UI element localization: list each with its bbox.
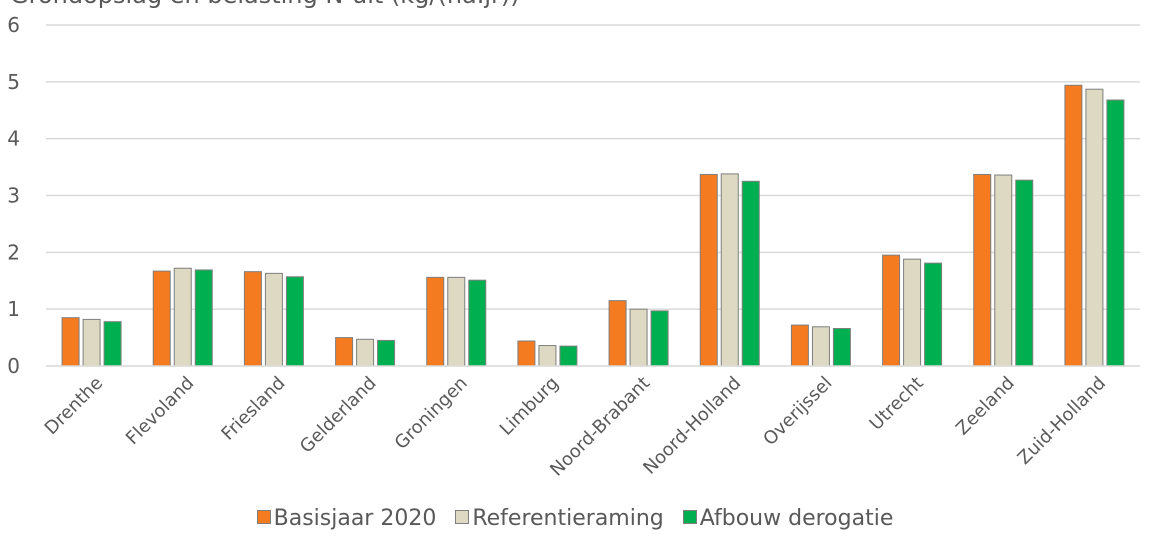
bar xyxy=(973,173,992,367)
bar xyxy=(377,339,396,367)
bar xyxy=(1015,179,1034,367)
legend-item-afbouw-derogatie: Afbouw derogatie xyxy=(682,506,894,531)
bar xyxy=(152,270,171,367)
y-tick-label: 2 xyxy=(7,240,20,264)
bar xyxy=(335,337,354,367)
legend-item-referentieraming: Referentieraming xyxy=(455,506,664,531)
bar xyxy=(426,276,445,367)
y-tick-label: 0 xyxy=(7,354,20,378)
bar xyxy=(720,173,739,367)
bar xyxy=(629,308,648,367)
y-tick-label: 5 xyxy=(7,70,20,94)
bar xyxy=(832,327,851,367)
y-tick-label: 4 xyxy=(7,127,20,151)
bar xyxy=(559,345,578,367)
legend-swatch xyxy=(455,510,470,524)
x-tick-label: Zuid-Holland xyxy=(1014,373,1110,469)
bar xyxy=(61,317,80,367)
legend-swatch xyxy=(256,510,271,524)
bar xyxy=(994,174,1013,367)
y-tick-label: 1 xyxy=(7,297,20,321)
bar xyxy=(811,326,830,367)
bar xyxy=(882,254,901,367)
legend-item-basisjaar-2020: Basisjaar 2020 xyxy=(256,506,437,531)
bar xyxy=(699,173,718,367)
bar xyxy=(790,324,809,367)
x-tick-label: Friesland xyxy=(217,373,289,445)
bar xyxy=(264,272,283,367)
bar xyxy=(924,262,943,367)
bar xyxy=(285,276,304,367)
chart-title: Grondopslag en belasting N-uit (kg/(ha.j… xyxy=(10,0,520,9)
x-tick-label: Noord-Brabant xyxy=(546,373,654,481)
bar xyxy=(447,276,466,367)
legend-swatch xyxy=(682,510,697,524)
bar xyxy=(650,310,669,367)
x-axis-labels: Drenthe Flevoland Friesland Gelderland Groni… xyxy=(41,373,1110,481)
legend-label: Referentieraming xyxy=(472,506,664,531)
bar xyxy=(1106,99,1125,367)
bar xyxy=(741,180,760,367)
x-tick-label: Utrecht xyxy=(866,373,928,435)
gridlines xyxy=(46,24,1140,310)
x-tick-label: Noord-Holland xyxy=(639,373,745,479)
bar xyxy=(608,300,627,367)
y-tick-label: 6 xyxy=(7,13,20,37)
legend-label: Afbouw derogatie xyxy=(699,506,894,531)
bar xyxy=(173,267,192,367)
x-tick-label: Overijssel xyxy=(759,373,836,450)
bar xyxy=(903,258,922,367)
bar xyxy=(243,271,262,367)
bar xyxy=(468,279,487,367)
y-tick-label: 3 xyxy=(7,184,20,208)
x-tick-label: Limburg xyxy=(496,373,563,440)
x-tick-label: Gelderland xyxy=(296,373,381,458)
bar xyxy=(356,338,375,367)
bar xyxy=(538,345,557,367)
y-axis-ticks: 0 1 2 3 4 5 6 xyxy=(7,13,20,378)
bar xyxy=(1085,88,1104,367)
legend-label: Basisjaar 2020 xyxy=(273,506,437,531)
x-tick-label: Groningen xyxy=(391,373,472,454)
bar xyxy=(82,318,101,367)
bar xyxy=(194,269,213,367)
x-tick-label: Zeeland xyxy=(952,373,1019,440)
legend: Basisjaar 2020 Referentieraming Afbouw d… xyxy=(0,506,1150,531)
x-tick-label: Flevoland xyxy=(122,373,198,449)
bar xyxy=(517,340,536,367)
bars xyxy=(61,84,1125,367)
bar xyxy=(1064,84,1083,367)
bar xyxy=(103,321,122,367)
x-tick-label: Drenthe xyxy=(41,373,107,439)
